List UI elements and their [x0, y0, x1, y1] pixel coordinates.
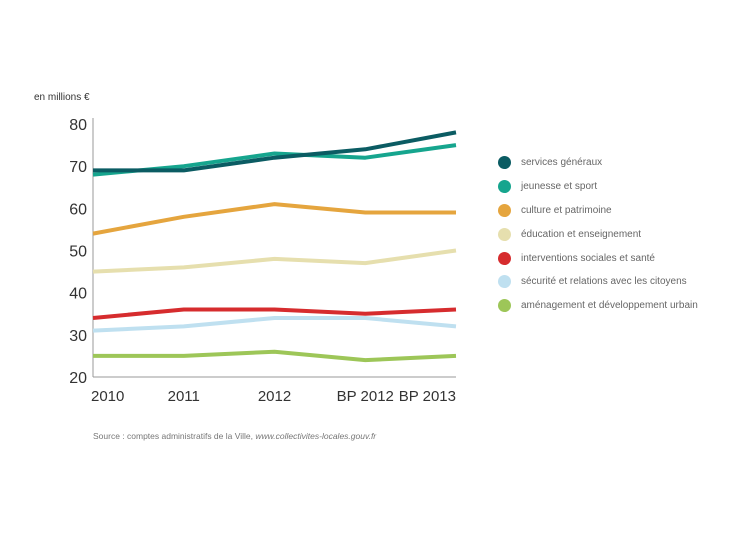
y-tick-label: 30: [69, 328, 87, 345]
legend-label: jeunesse et sport: [521, 181, 598, 193]
y-axis-unit-label: en millions €: [34, 92, 90, 103]
y-tick-label: 50: [69, 244, 87, 261]
source-note: Source : comptes administratifs de la Vi…: [93, 431, 376, 441]
series-line: [92, 202, 456, 236]
y-tick-label: 80: [69, 117, 87, 134]
legend-label: culture et patrimoine: [521, 204, 612, 216]
legend-item: jeunesse et sport: [498, 175, 698, 199]
y-tick-label: 60: [69, 201, 87, 218]
legend-item: aménagement et développement urbain: [498, 294, 698, 318]
legend-swatch-icon: [498, 299, 511, 313]
y-tick-label: 40: [69, 286, 87, 303]
series-line: [92, 307, 457, 320]
legend-label: sécurité et relations avec les citoyens: [521, 276, 687, 288]
y-tick-label: 70: [69, 159, 87, 176]
legend-label: aménagement et développement urbain: [521, 300, 698, 312]
series-line: [92, 248, 457, 274]
x-tick-label: 2012: [258, 388, 291, 405]
legend-swatch-icon: [498, 251, 511, 265]
legend-swatch-icon: [498, 180, 511, 194]
legend-label: services généraux: [521, 157, 603, 169]
legend: services généraux jeunesse et sport cultur…: [498, 151, 698, 318]
legend-swatch-icon: [498, 203, 511, 217]
legend-item: sécurité et relations avec les citoyens: [498, 270, 698, 294]
x-tick-label: 2010: [91, 388, 124, 405]
legend-item: services généraux: [498, 151, 698, 175]
series-line: [92, 316, 457, 333]
x-tick-label: BP 2012: [337, 388, 394, 405]
legend-label: éducation et enseignement: [521, 228, 642, 240]
legend-swatch-icon: [498, 227, 511, 241]
series-line: [93, 130, 457, 173]
source-link: www.collectivites-locales.gouv.fr: [255, 431, 377, 441]
legend-label: interventions sociales et santé: [521, 252, 655, 264]
source-text: Source : comptes administratifs de la Vi…: [93, 431, 256, 441]
legend-item: interventions sociales et santé: [498, 246, 698, 270]
axes: [92, 118, 456, 378]
x-tick-label: 2011: [168, 388, 200, 405]
legend-item: culture et patrimoine: [498, 199, 698, 223]
x-tick-label: BP 2013: [399, 388, 456, 405]
series-lines: [92, 130, 457, 363]
y-tick-label: 20: [69, 370, 87, 387]
tick-labels: 20 30 40 50 60 70 80 2010 2011 2012 BP 2012 BP 2013: [69, 117, 456, 405]
legend-swatch-icon: [498, 156, 511, 170]
legend-swatch-icon: [498, 275, 511, 289]
series-line: [93, 349, 457, 363]
legend-item: éducation et enseignement: [498, 222, 698, 246]
